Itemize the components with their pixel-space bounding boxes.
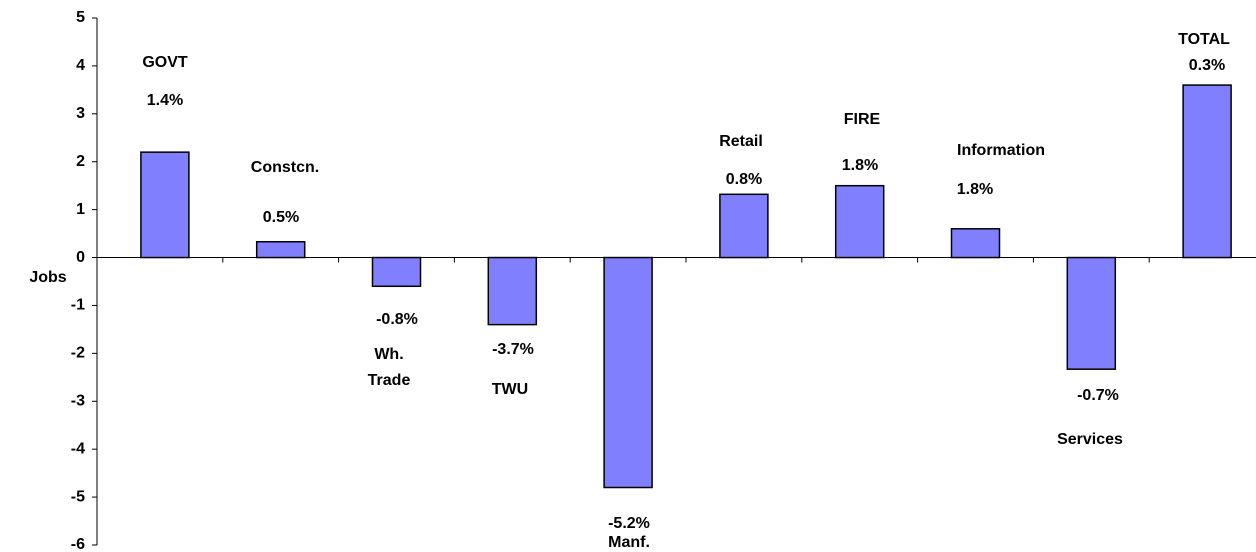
y-tick-label: -3 — [71, 392, 85, 409]
bar — [719, 193, 769, 259]
growth-label: 0.5% — [262, 209, 300, 226]
growth-label: 1.4% — [146, 92, 184, 109]
bar — [1066, 256, 1117, 370]
y-tick-label: 3 — [76, 105, 85, 122]
growth-label: -0.7% — [1077, 387, 1119, 404]
y-tick-label: 0 — [76, 249, 85, 266]
growth-label: -0.8% — [376, 311, 418, 328]
bar — [371, 256, 422, 288]
bar — [1182, 84, 1232, 259]
category-label: Retail — [719, 133, 763, 150]
category-label: Manf. — [608, 534, 650, 551]
y-tick-label: -1 — [71, 297, 85, 314]
category-label: Information — [957, 142, 1045, 159]
bar — [834, 184, 885, 259]
y-tick-label: -6 — [71, 536, 85, 552]
bar — [950, 228, 1001, 259]
y-tick-label: 5 — [76, 9, 85, 26]
growth-label: 1.8% — [841, 157, 879, 174]
bar — [255, 240, 306, 259]
bar — [487, 256, 538, 326]
category-label: Services — [1057, 431, 1123, 448]
y-tick-label: -4 — [71, 440, 85, 457]
category-label: TOTAL — [1178, 31, 1230, 48]
bar — [140, 151, 190, 259]
category-label: FIRE — [843, 111, 881, 128]
y-tick-label: -5 — [71, 488, 85, 505]
growth-label: -5.2% — [608, 515, 650, 532]
category-label: Constcn. — [250, 159, 320, 176]
category-label: GOVT — [142, 54, 188, 71]
growth-label: 1.8% — [956, 181, 994, 198]
category-label: TWU — [491, 381, 529, 398]
y-tick-label: 1 — [76, 201, 85, 218]
category-label: Wh. Trade — [367, 346, 411, 389]
y-axis-label: Jobs — [29, 269, 66, 286]
bar — [603, 256, 653, 489]
growth-label: -3.7% — [492, 341, 534, 358]
y-tick-label: 2 — [76, 153, 85, 170]
growth-label: 0.8% — [725, 171, 763, 188]
y-tick-label: -2 — [71, 345, 85, 362]
growth-label: 0.3% — [1188, 57, 1226, 74]
y-tick-label: 4 — [76, 57, 85, 74]
